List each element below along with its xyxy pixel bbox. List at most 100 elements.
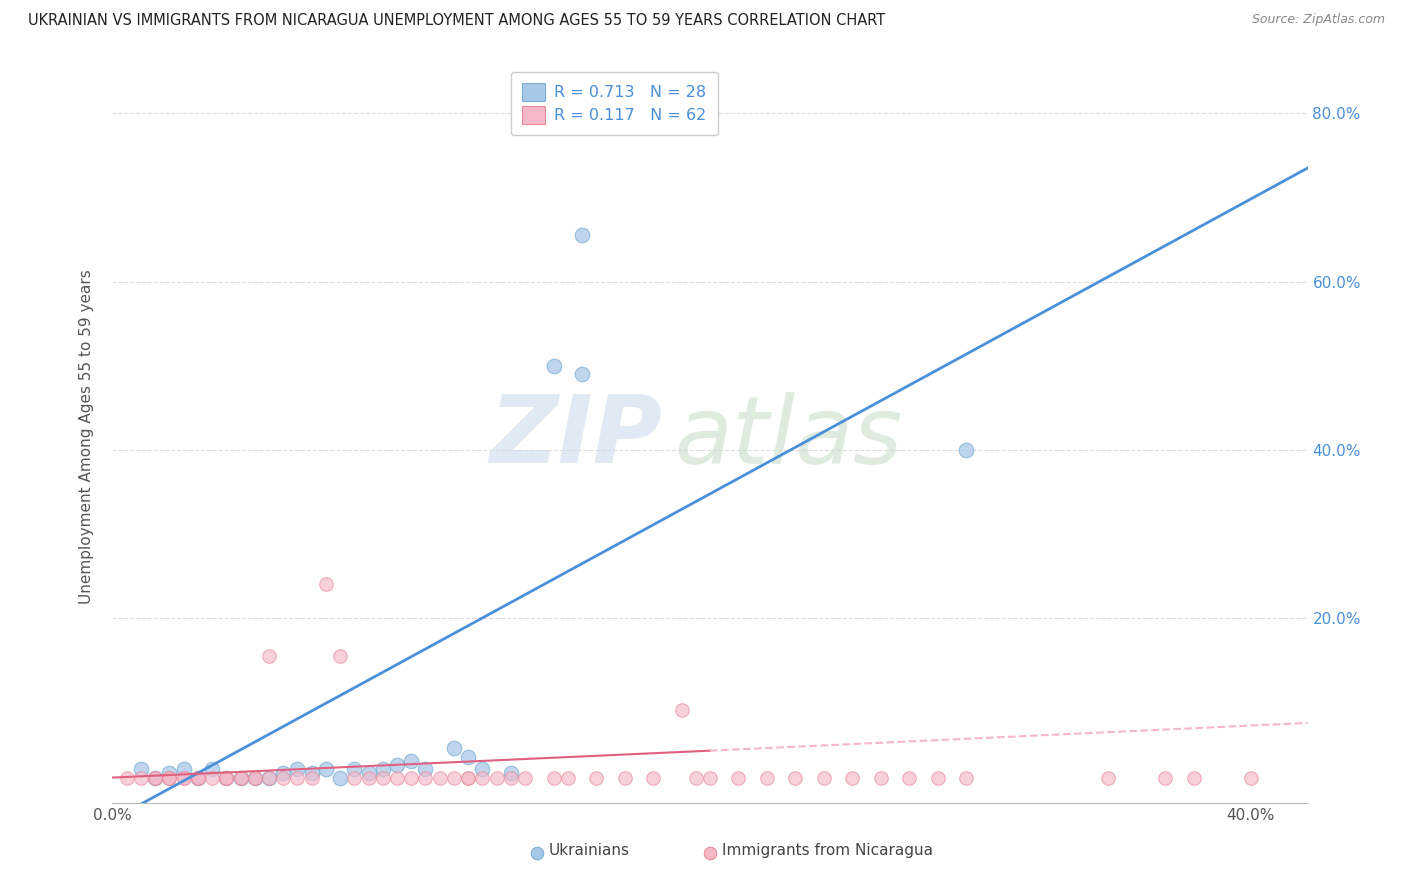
- Point: [287, 771, 309, 785]
- Point: [115, 771, 138, 785]
- Point: [357, 766, 380, 780]
- Point: [671, 703, 693, 717]
- Point: [271, 766, 294, 780]
- Point: [443, 771, 465, 785]
- Point: [157, 766, 180, 780]
- Point: [257, 771, 280, 785]
- Point: [173, 771, 195, 785]
- Point: [415, 771, 437, 785]
- Point: [869, 771, 891, 785]
- Point: [215, 771, 238, 785]
- Point: [401, 771, 423, 785]
- Point: [243, 771, 266, 785]
- Point: [287, 762, 309, 776]
- Y-axis label: Unemployment Among Ages 55 to 59 years: Unemployment Among Ages 55 to 59 years: [79, 269, 94, 605]
- Point: [543, 771, 565, 785]
- Point: [371, 762, 394, 776]
- Point: [315, 762, 337, 776]
- Point: [499, 766, 522, 780]
- Point: [557, 771, 579, 785]
- Point: [429, 771, 451, 785]
- Point: [457, 771, 479, 785]
- Point: [343, 771, 366, 785]
- Point: [813, 771, 835, 785]
- Legend: R = 0.713   N = 28, R = 0.117   N = 62: R = 0.713 N = 28, R = 0.117 N = 62: [512, 72, 717, 135]
- Point: [257, 648, 280, 663]
- Point: [371, 771, 394, 785]
- Point: [343, 762, 366, 776]
- Point: [215, 771, 238, 785]
- Point: [329, 648, 352, 663]
- Point: [457, 749, 479, 764]
- Point: [457, 771, 479, 785]
- Point: [385, 771, 408, 785]
- Point: [143, 771, 166, 785]
- Point: [187, 771, 209, 785]
- Point: [243, 771, 266, 785]
- Text: UKRAINIAN VS IMMIGRANTS FROM NICARAGUA UNEMPLOYMENT AMONG AGES 55 TO 59 YEARS CO: UKRAINIAN VS IMMIGRANTS FROM NICARAGUA U…: [28, 13, 886, 29]
- Point: [841, 771, 863, 785]
- Point: [571, 367, 593, 381]
- Point: [157, 771, 180, 785]
- Point: [1111, 836, 1133, 850]
- Point: [471, 762, 494, 776]
- Point: [385, 758, 408, 772]
- Point: [271, 771, 294, 785]
- Point: [415, 762, 437, 776]
- Point: [1240, 771, 1263, 785]
- Point: [927, 771, 949, 785]
- Point: [157, 771, 180, 785]
- Point: [785, 771, 807, 785]
- Point: [955, 771, 977, 785]
- Point: [1182, 771, 1205, 785]
- Point: [187, 771, 209, 785]
- Point: [485, 771, 508, 785]
- Point: [471, 771, 494, 785]
- Point: [143, 771, 166, 785]
- Point: [301, 771, 323, 785]
- Point: [1097, 771, 1119, 785]
- Point: [613, 771, 636, 785]
- Text: Ukrainians: Ukrainians: [548, 843, 630, 858]
- Point: [301, 766, 323, 780]
- Point: [129, 771, 152, 785]
- Point: [201, 771, 224, 785]
- Point: [357, 771, 380, 785]
- Point: [315, 577, 337, 591]
- Point: [513, 771, 536, 785]
- Point: [257, 771, 280, 785]
- Point: [571, 228, 593, 243]
- Point: [215, 771, 238, 785]
- Text: Immigrants from Nicaragua: Immigrants from Nicaragua: [723, 843, 934, 858]
- Point: [173, 762, 195, 776]
- Text: Source: ZipAtlas.com: Source: ZipAtlas.com: [1251, 13, 1385, 27]
- Point: [955, 442, 977, 457]
- Text: ZIP: ZIP: [489, 391, 662, 483]
- Point: [129, 762, 152, 776]
- Text: atlas: atlas: [675, 392, 903, 483]
- Point: [229, 771, 252, 785]
- Point: [229, 771, 252, 785]
- Point: [585, 771, 607, 785]
- Point: [685, 771, 707, 785]
- Point: [243, 771, 266, 785]
- Point: [1154, 771, 1177, 785]
- Point: [755, 771, 778, 785]
- Point: [201, 762, 224, 776]
- Point: [643, 771, 665, 785]
- Point: [187, 771, 209, 785]
- Point: [215, 771, 238, 785]
- Point: [157, 771, 180, 785]
- Point: [173, 771, 195, 785]
- Point: [329, 771, 352, 785]
- Point: [187, 771, 209, 785]
- Point: [443, 741, 465, 756]
- Point: [543, 359, 565, 373]
- Point: [499, 771, 522, 785]
- Point: [699, 771, 721, 785]
- Point: [727, 771, 749, 785]
- Point: [401, 754, 423, 768]
- Point: [143, 771, 166, 785]
- Point: [229, 771, 252, 785]
- Point: [898, 771, 921, 785]
